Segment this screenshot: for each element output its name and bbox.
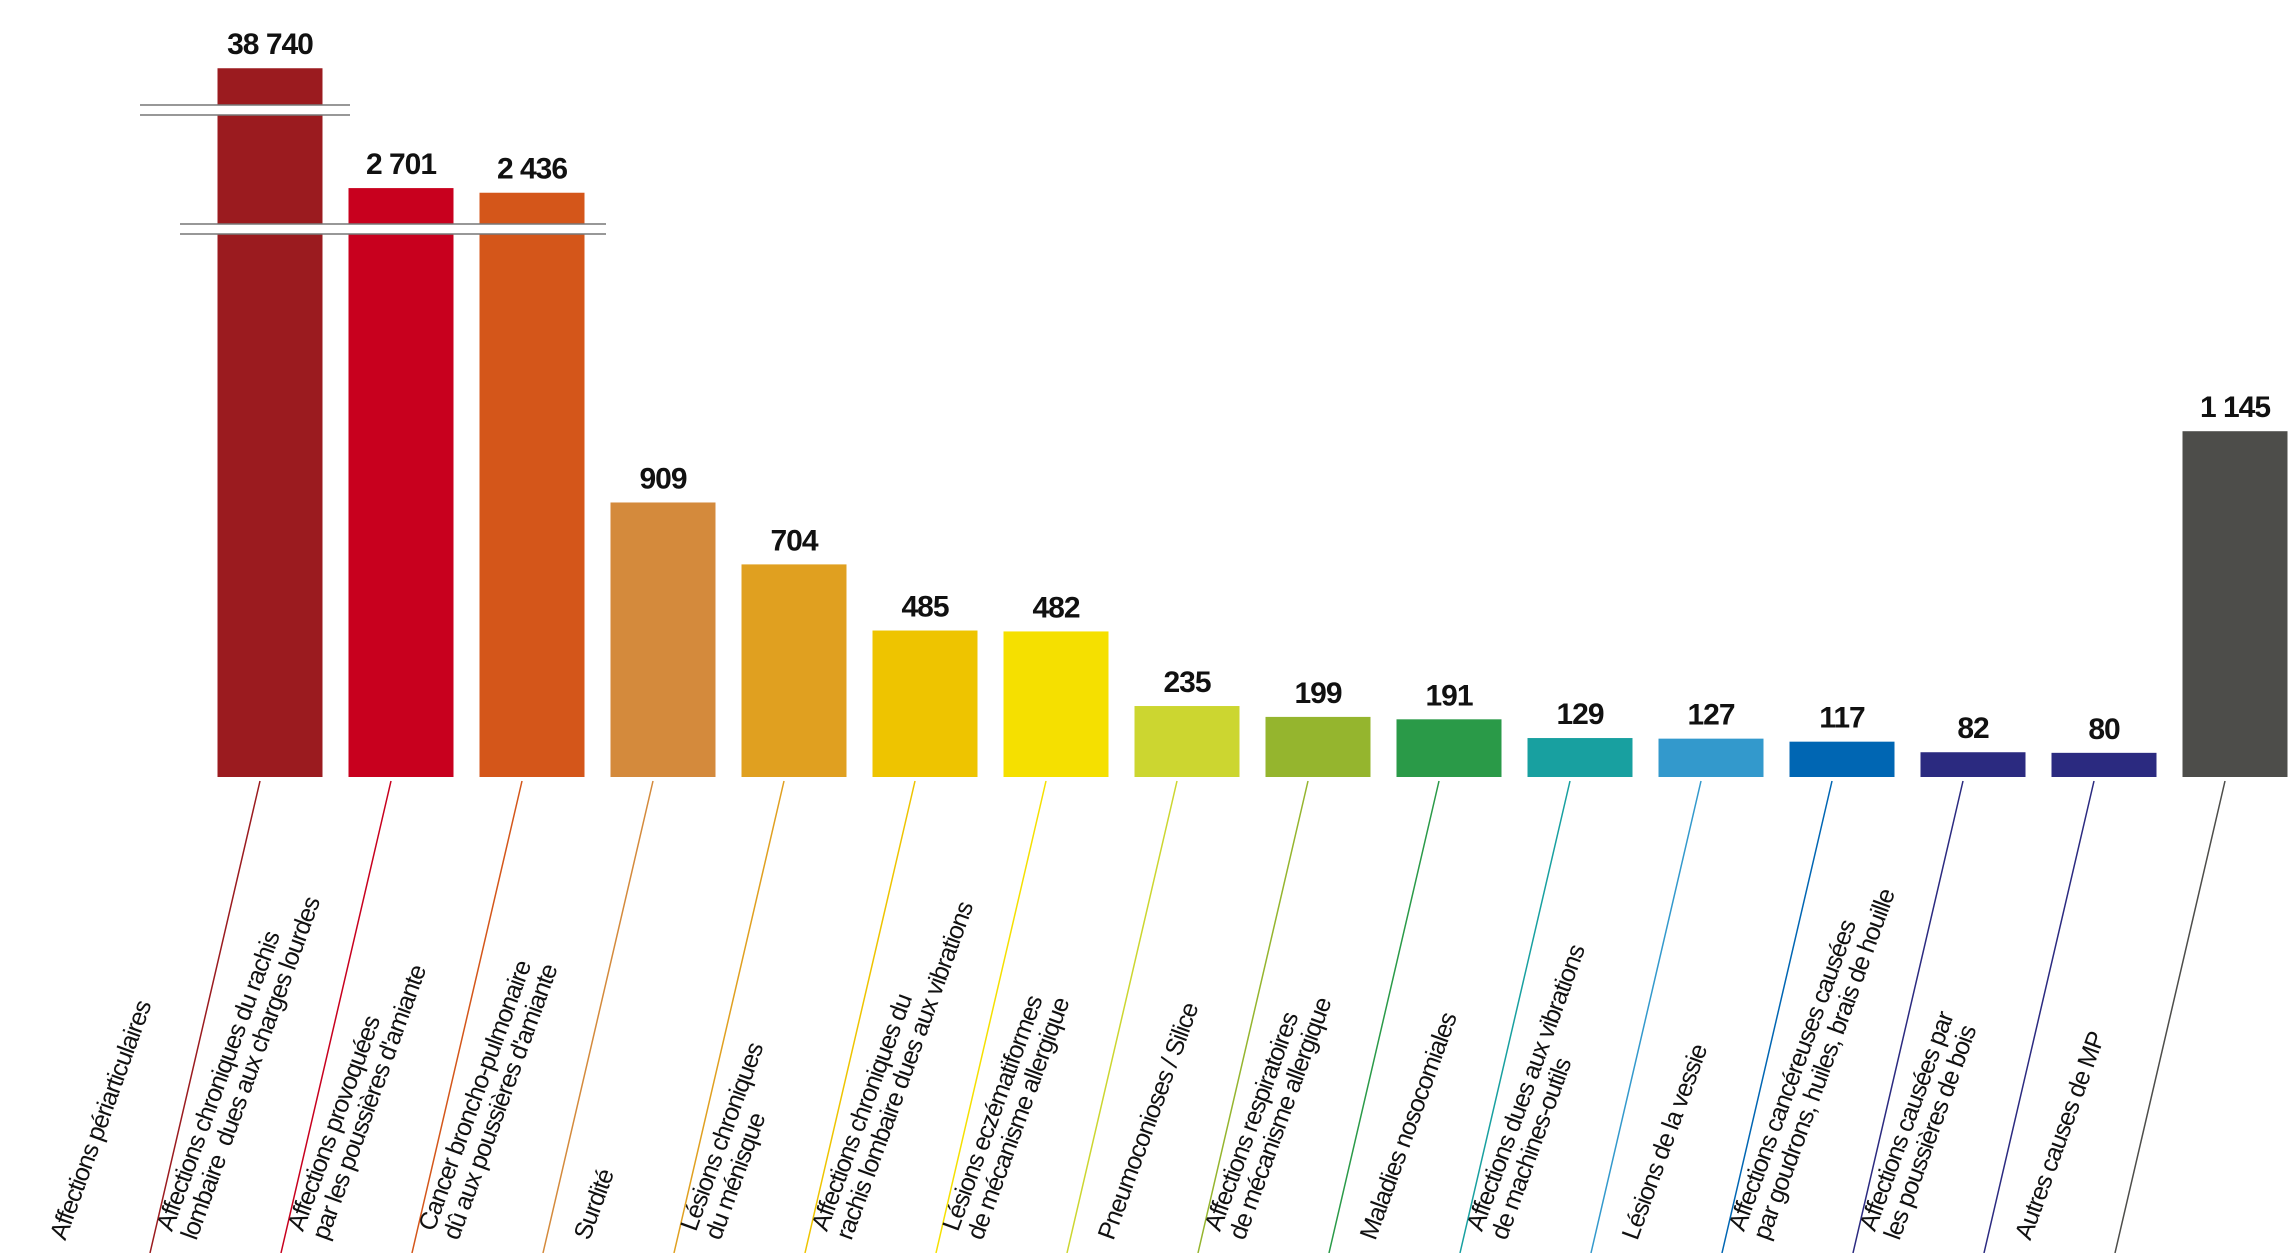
bar <box>2182 431 2288 777</box>
bar <box>610 502 716 777</box>
value-label: 704 <box>770 524 818 557</box>
value-label: 129 <box>1556 698 1603 731</box>
value-label: 82 <box>1957 712 1989 745</box>
bar <box>1527 738 1633 777</box>
value-label: 2 701 <box>366 148 436 181</box>
bar <box>479 192 585 777</box>
bar <box>217 68 323 778</box>
leader-line <box>2114 780 2226 1253</box>
leader-line <box>280 780 392 1253</box>
leader-line <box>1066 780 1178 1253</box>
leader-line <box>149 780 261 1253</box>
bar <box>2051 752 2157 777</box>
leader-line <box>673 780 785 1253</box>
leader-line <box>411 780 523 1253</box>
value-label: 1 145 <box>2200 391 2270 424</box>
bar <box>1003 631 1109 777</box>
value-label: 909 <box>639 462 686 495</box>
leader-line <box>1590 780 1702 1253</box>
value-label: 199 <box>1294 677 1341 710</box>
leader-line <box>1983 780 2095 1253</box>
bar <box>1396 719 1502 777</box>
bar <box>348 188 454 777</box>
bar <box>1658 738 1764 777</box>
bar <box>1134 706 1240 777</box>
value-label: 482 <box>1032 591 1079 624</box>
leader-line <box>1852 780 1964 1253</box>
bar <box>741 564 847 777</box>
leader-line <box>542 780 654 1253</box>
value-label: 191 <box>1425 679 1472 712</box>
leader-line <box>1721 780 1833 1253</box>
value-label: 127 <box>1687 699 1734 732</box>
leader-line <box>1459 780 1571 1253</box>
bar <box>1265 716 1371 777</box>
value-label: 485 <box>901 591 948 624</box>
leader-line <box>804 780 916 1253</box>
bar <box>872 630 978 777</box>
leader-line <box>1197 780 1309 1253</box>
axis-break <box>140 105 350 115</box>
value-label: 117 <box>1819 702 1865 735</box>
leader-line <box>935 780 1047 1253</box>
bar <box>1789 741 1895 777</box>
bar <box>1920 752 2026 777</box>
value-label: 80 <box>2088 713 2120 746</box>
axis-break <box>180 224 606 234</box>
value-label: 2 436 <box>497 153 567 186</box>
value-label: 38 740 <box>227 28 313 61</box>
value-label: 235 <box>1163 666 1210 699</box>
leader-line <box>1328 780 1440 1253</box>
